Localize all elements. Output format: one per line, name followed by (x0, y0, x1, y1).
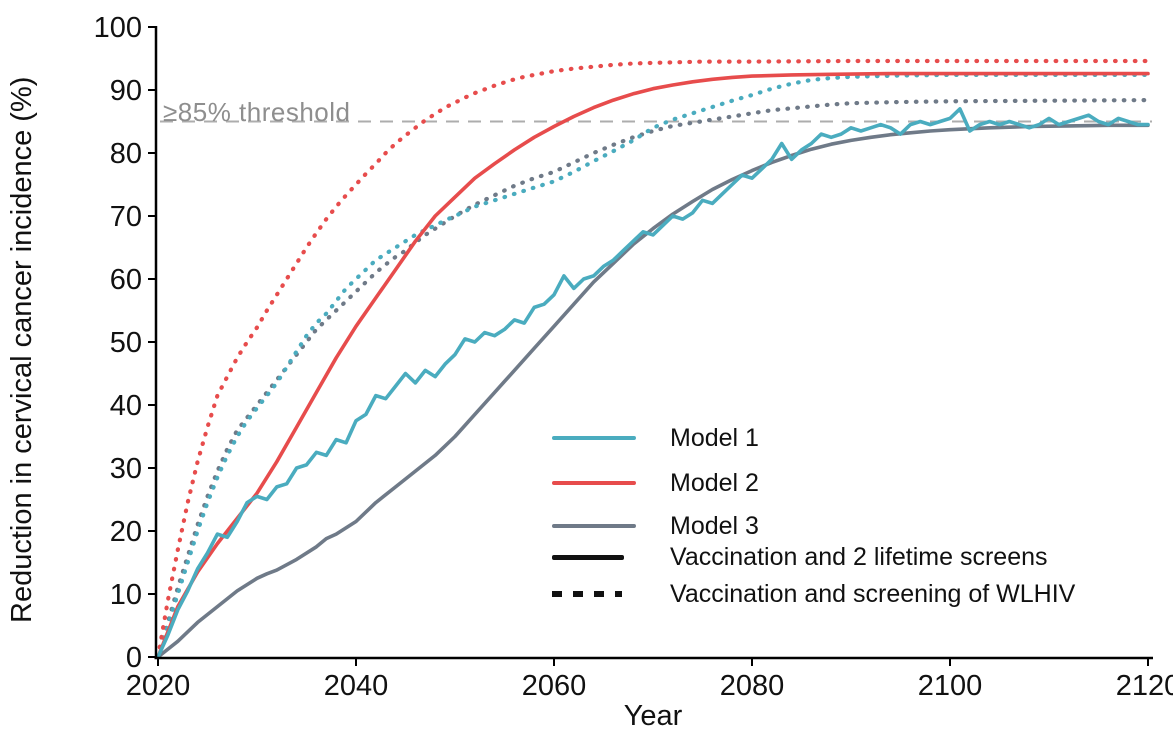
legend-label: Vaccination and 2 lifetime screens (670, 542, 1048, 571)
legend-swatch-box (552, 591, 652, 597)
y-tick-label: 50 (110, 327, 142, 359)
legend-swatch-box (552, 524, 652, 528)
legend-row-1: Model 1 (552, 423, 1075, 453)
series-model3-dotted (155, 98, 1151, 660)
series-model2-solid (156, 71, 1150, 659)
dotted-line-icon (552, 591, 622, 597)
line-swatch-icon (552, 436, 636, 440)
y-tick-label: 20 (110, 516, 142, 548)
legend: Model 1 Model 2 Model 3 Vaccination and 2 l… (552, 423, 1075, 609)
y-tick-label: 40 (110, 390, 142, 422)
x-tick-label: 2120 (1116, 670, 1173, 702)
y-tick-label: 0 (126, 642, 142, 674)
x-tick-label: 2060 (522, 670, 587, 702)
y-tick-label: 10 (110, 579, 142, 611)
x-tick-label: 2020 (126, 670, 191, 702)
legend-row-3: Model 3 (552, 511, 1075, 541)
legend-label: Model 1 (670, 423, 759, 452)
line-swatch-icon (552, 481, 636, 485)
y-tick-label: 70 (110, 201, 142, 233)
legend-swatch-box (552, 481, 652, 485)
legend-label: Model 3 (670, 511, 759, 540)
y-tick-label: 30 (110, 453, 142, 485)
legend-label: Vaccination and screening of WLHIV (670, 579, 1076, 608)
series-model1-dotted (155, 72, 1151, 660)
legend-row-4: Vaccination and 2 lifetime screens (552, 542, 1075, 572)
y-tick-label: 90 (110, 75, 142, 107)
line-swatch-icon (552, 524, 636, 528)
legend-row-2: Model 2 (552, 468, 1075, 498)
y-tick-label: 80 (110, 138, 142, 170)
y-tick-label: 100 (94, 12, 142, 44)
y-tick-label: 60 (110, 264, 142, 296)
series-model1-solid (156, 107, 1150, 659)
legend-row-5: Vaccination and screening of WLHIV (552, 579, 1075, 609)
y-axis-title: Reduction in cervical cancer incidence (… (6, 76, 38, 624)
x-tick-label: 2080 (720, 670, 785, 702)
threshold-label: ≥85% threshold (163, 97, 351, 127)
line-swatch-icon (552, 554, 624, 560)
legend-swatch-box (552, 554, 652, 560)
x-tick-label: 2040 (324, 670, 389, 702)
x-axis-title: Year (623, 700, 683, 732)
x-tick-label: 2100 (918, 670, 983, 702)
legend-swatch-box (552, 436, 652, 440)
series-model3-solid (156, 123, 1150, 659)
legend-label: Model 2 (670, 468, 759, 497)
